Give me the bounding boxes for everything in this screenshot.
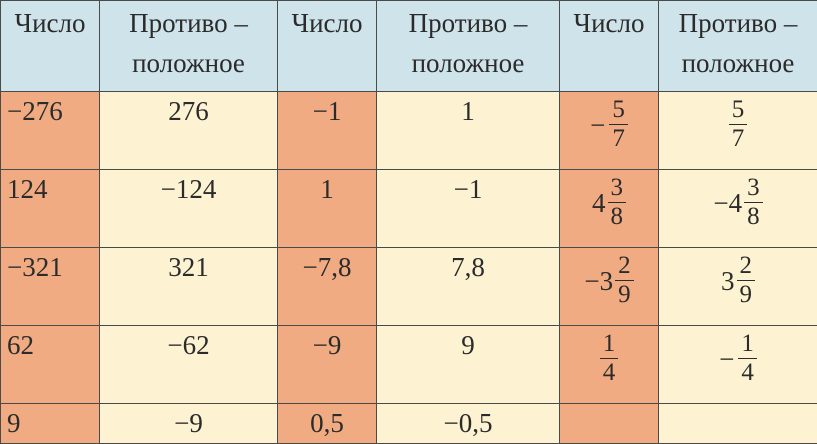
fraction: 3 8 <box>744 174 763 231</box>
opposite-cell: 276 <box>99 91 278 170</box>
fraction-denominator: 7 <box>731 125 745 152</box>
table-row: 9 −9 0,5 −0,5 <box>0 403 817 444</box>
header-opposite-line1: Противо – <box>129 8 248 38</box>
mixed-fraction: −3 2 9 <box>584 252 634 309</box>
table-row: −276 276 −1 1 − 5 7 5 7 <box>0 91 817 170</box>
number-cell: −321 <box>0 247 100 326</box>
header-opposite-line2: положное <box>132 48 245 78</box>
opposite-cell: −1 <box>376 169 560 248</box>
opposite-cell: 7,8 <box>376 247 560 326</box>
fraction-sign: − <box>719 343 735 374</box>
number-cell: 62 <box>0 325 100 404</box>
header-row: Число Противо – положное Число Противо –… <box>0 0 817 92</box>
header-opposite-3: Противо – положное <box>658 0 817 92</box>
number-cell: 9 <box>0 403 100 444</box>
opposite-cell: 1 <box>376 91 560 170</box>
number-fraction-cell: − 5 7 <box>559 91 659 170</box>
fraction-numerator: 5 <box>609 96 628 125</box>
number-cell: 1 <box>277 169 377 248</box>
mixed-fraction: 5 7 <box>728 96 748 153</box>
fraction-numerator: 1 <box>599 330 619 359</box>
fraction-sign: − <box>590 109 606 140</box>
fraction-denominator: 8 <box>747 203 760 230</box>
header-opposite-2: Противо – положное <box>376 0 560 92</box>
mixed-fraction: 4 3 8 <box>592 174 626 231</box>
header-opposite-line2: положное <box>681 48 795 78</box>
number-cell: −9 <box>277 325 377 404</box>
fraction-numerator: 5 <box>728 96 748 125</box>
table-row: −321 321 −7,8 7,8 −3 2 9 3 2 9 <box>0 247 817 326</box>
number-cell: −1 <box>277 91 377 170</box>
table-row: 62 −62 −9 9 1 4 − 1 4 <box>0 325 817 404</box>
fraction-denominator: 9 <box>618 281 631 308</box>
number-cell: −7,8 <box>277 247 377 326</box>
mixed-fraction: 3 2 9 <box>721 252 755 309</box>
opposite-fraction-cell: 5 7 <box>658 91 817 170</box>
opposite-fraction-cell: − 1 4 <box>658 325 817 404</box>
opposite-cell: 321 <box>99 247 278 326</box>
header-opposite-line1: Противо – <box>408 8 528 38</box>
mixed-fraction: − 1 4 <box>719 330 757 387</box>
number-cell: 0,5 <box>277 403 377 444</box>
number-fraction-cell: −3 2 9 <box>559 247 659 326</box>
number-cell: 124 <box>0 169 100 248</box>
fraction: 3 8 <box>607 174 626 231</box>
fraction: 2 9 <box>615 252 634 309</box>
opposite-cell: 9 <box>376 325 560 404</box>
number-fraction-cell: 4 3 8 <box>559 169 659 248</box>
mixed-fraction: − 5 7 <box>590 96 628 153</box>
fraction-whole: −4 <box>713 187 743 218</box>
opposite-cell: −9 <box>99 403 278 444</box>
number-cell: −276 <box>0 91 100 170</box>
fraction-numerator: 3 <box>607 174 626 203</box>
opposite-cell: −124 <box>99 169 278 248</box>
fraction-denominator: 4 <box>602 359 616 386</box>
mixed-fraction: 1 4 <box>599 330 619 387</box>
opposite-fraction-cell: −4 3 8 <box>658 169 817 248</box>
fraction-numerator: 3 <box>744 174 763 203</box>
fraction-numerator: 2 <box>615 252 634 281</box>
header-number-3: Число <box>559 0 659 92</box>
fraction: 2 9 <box>736 252 755 309</box>
header-opposite-line2: положное <box>411 48 525 78</box>
header-opposite-line1: Противо – <box>678 8 798 38</box>
fraction: 5 7 <box>728 96 748 153</box>
number-fraction-cell: 1 4 <box>559 325 659 404</box>
fraction-denominator: 4 <box>741 359 754 386</box>
fraction-numerator: 1 <box>738 330 757 359</box>
fraction: 5 7 <box>609 96 628 153</box>
fraction: 1 4 <box>599 330 619 387</box>
fraction: 1 4 <box>738 330 757 387</box>
mixed-fraction: −4 3 8 <box>713 174 763 231</box>
fraction-whole: 4 <box>592 187 606 218</box>
opposite-cell: −0,5 <box>376 403 560 444</box>
header-opposite-1: Противо – положное <box>99 0 278 92</box>
header-number-2: Число <box>277 0 377 92</box>
opposite-fraction-cell <box>658 403 817 444</box>
fraction-denominator: 8 <box>610 203 624 230</box>
fraction-whole: 3 <box>721 265 735 296</box>
number-fraction-cell <box>559 403 659 444</box>
opposite-fraction-cell: 3 2 9 <box>658 247 817 326</box>
opposite-cell: −62 <box>99 325 278 404</box>
header-number-1: Число <box>0 0 100 92</box>
fraction-denominator: 9 <box>739 281 753 308</box>
fraction-numerator: 2 <box>736 252 755 281</box>
fraction-whole: −3 <box>584 265 614 296</box>
fraction-denominator: 7 <box>612 125 625 152</box>
table-row: 124 −124 1 −1 4 3 8 −4 3 8 <box>0 169 817 248</box>
